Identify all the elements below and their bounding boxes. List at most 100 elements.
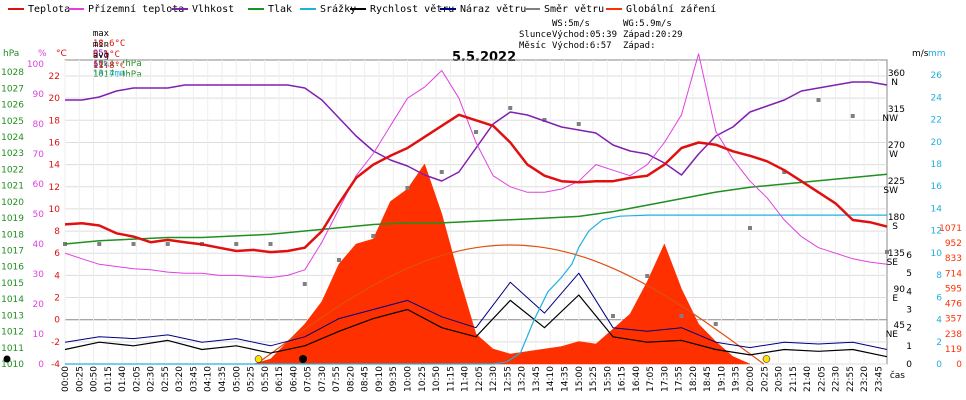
temp-tick-label: 10: [49, 205, 61, 215]
wind-dir-point: [371, 234, 376, 238]
x-tick-label: 12:30: [489, 366, 499, 392]
moonrise-marker: [299, 355, 308, 363]
temp-tick-label: 20: [49, 94, 61, 104]
pressure-tick-label: 1026: [1, 101, 24, 111]
wind-speed-tick-label: 3: [906, 306, 912, 316]
wind-dir-tick-name: NE: [886, 330, 899, 340]
x-tick-label: 05:00: [232, 366, 242, 392]
max-press: 1021.7hPa: [92, 59, 142, 69]
wind-dir-tick-name: SW: [883, 186, 898, 196]
wind-dir-point: [713, 322, 718, 326]
humidity-tick-label: 50: [33, 210, 45, 220]
max-rain: 13.4mm: [92, 69, 126, 79]
temp-tick-label: -4: [51, 360, 60, 370]
x-tick-label: 20:25: [760, 366, 770, 392]
wind-dir-tick-label: 270: [888, 141, 905, 151]
rain-tick-label: 12: [931, 227, 942, 237]
wind-speed-line: [64, 294, 888, 358]
x-tick-label: 13:20: [518, 366, 528, 392]
moon-phase-icon: [3, 355, 11, 363]
rain-line: [65, 214, 887, 365]
x-tick-label: 23:45: [874, 366, 884, 392]
x-tick-label: 09:35: [389, 366, 399, 392]
wind-dir-tick-label: 315: [888, 105, 905, 115]
x-tick-label: 10:25: [418, 366, 428, 392]
x-tick-label: 17:05: [646, 366, 656, 392]
sunset-marker: [762, 355, 771, 363]
legend-item: Náraz větru: [440, 4, 526, 15]
wind-dir-tick-name: S: [892, 222, 898, 232]
wind-dir-point: [645, 274, 650, 278]
x-tick-label: 10:00: [404, 366, 414, 392]
x-tick-label: 02:30: [147, 366, 157, 392]
sunrise-marker: [254, 355, 263, 363]
solar-tick-label: 119: [945, 345, 962, 355]
pressure-tick-label: 1017: [1, 246, 24, 256]
plot-frame: [64, 59, 888, 365]
x-tick-label: 15:00: [575, 366, 585, 392]
legend-swatch: [8, 8, 24, 10]
wind-dir-tick-label: 180: [888, 213, 905, 223]
x-tick-label: 12:05: [475, 366, 485, 392]
wind-dir-tick-name: W: [889, 150, 898, 160]
legend-label: Směr větru: [544, 4, 605, 15]
x-tick-label: 20:00: [746, 366, 756, 392]
temp-tick-label: 12: [49, 183, 60, 193]
wind-speed-tick-label: 6: [906, 251, 912, 261]
wind-dir-tick-name: E: [892, 294, 898, 304]
wind-dir-point: [474, 130, 478, 134]
x-tick-label: 14:10: [546, 366, 556, 392]
temperature-line: [64, 113, 888, 254]
solar-theoretical-line: [256, 244, 765, 365]
min-press: 1017.4hPa: [92, 70, 142, 80]
x-tick-label: 22:30: [832, 366, 842, 392]
avg-temp: 11.8°C: [92, 61, 126, 71]
pressure-tick-label: 1022: [1, 165, 24, 175]
x-tick-label: 09:10: [375, 366, 385, 392]
x-tick-label: 23:20: [860, 366, 870, 392]
min-temp: 6.1°C: [92, 50, 120, 60]
wind-dir-point: [611, 314, 615, 318]
rain-tick-label: 6: [936, 293, 942, 303]
temp-tick-label: 8: [54, 227, 60, 237]
wind-speed-tick-label: 5: [906, 269, 912, 279]
legend-item: Tlak: [248, 4, 292, 15]
wind-dir-point: [337, 258, 341, 262]
x-tick-label: 06:40: [289, 366, 299, 392]
moon-set: Západ:: [623, 41, 656, 51]
pressure-tick-label: 1014: [1, 295, 24, 305]
temp-tick-label: 14: [49, 161, 61, 171]
x-tick-label: 17:55: [675, 366, 685, 392]
x-tick-label: 11:40: [461, 366, 471, 392]
legend-swatch: [300, 8, 316, 10]
temp-tick-label: 4: [54, 271, 60, 281]
pressure-tick-label: 1020: [1, 198, 24, 208]
legend-swatch: [68, 8, 84, 10]
x-tick-label: 21:15: [789, 366, 799, 392]
rain-tick-label: 8: [936, 271, 942, 281]
gust-line: [64, 272, 888, 350]
x-tick-label: 18:45: [703, 366, 713, 392]
x-tick-label: 00:25: [75, 366, 85, 392]
wind-dir-point: [97, 242, 102, 246]
wind-dir-point: [234, 242, 239, 246]
x-axis-label: čas: [890, 370, 905, 381]
legend-swatch: [440, 8, 456, 10]
rain-tick-label: 2: [936, 338, 942, 348]
legend-label: Rychlost větru: [370, 4, 455, 15]
solar-area: [253, 163, 751, 365]
x-tick-label: 19:35: [732, 366, 742, 392]
humidity-tick-label: 100: [27, 60, 44, 70]
x-tick-label: 03:45: [189, 366, 199, 392]
humidity-tick-label: 90: [33, 90, 45, 100]
x-tick-label: 02:55: [161, 366, 171, 392]
max-label: max: [92, 29, 110, 39]
wind-dir-point: [302, 282, 307, 286]
chart-title: 5.5.2022: [452, 50, 517, 65]
min-hum: 61%: [92, 60, 110, 70]
legend-label: Vlhkost: [192, 4, 235, 15]
x-tick-label: 00:50: [90, 366, 100, 392]
temp-tick-label: 16: [49, 138, 61, 148]
rain-tick-label: 22: [931, 116, 942, 126]
x-tick-label: 13:45: [532, 366, 542, 392]
